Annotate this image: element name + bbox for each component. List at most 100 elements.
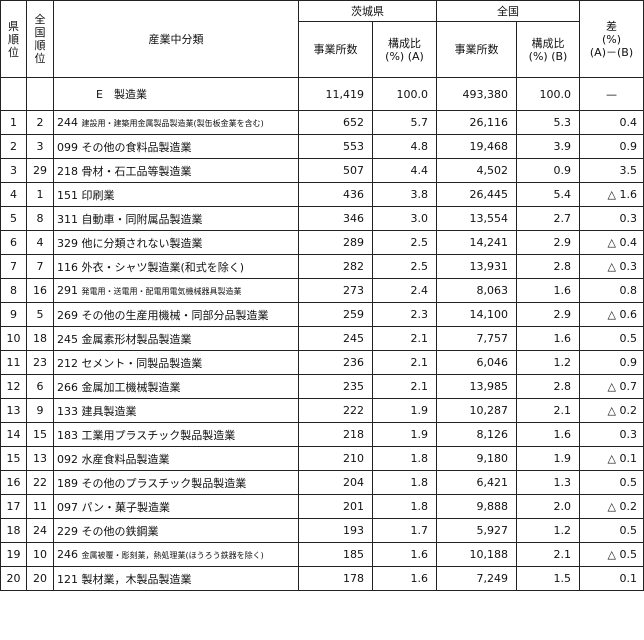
total-national-rank	[26, 77, 54, 111]
difference-cell: 0.9	[579, 134, 644, 159]
pref-rank-cell: 1	[0, 110, 27, 135]
category-header: 産業中分類	[53, 0, 299, 78]
ibaraki-ratio-cell: 1.9	[372, 398, 437, 423]
ibaraki-count-cell: 652	[298, 110, 373, 135]
ibaraki-count-cell: 289	[298, 230, 373, 255]
table-row: 10 18 245 金属素形材製品製造業 245 2.1 7,757 1.6 0.5	[0, 326, 644, 351]
national-count-cell: 8,126	[436, 422, 517, 447]
pref-rank-cell: 4	[0, 182, 27, 207]
national-rank-cell: 9	[26, 398, 54, 423]
pref-rank-cell: 13	[0, 398, 27, 423]
category-name: その他の生産用機械・同部分品製造業	[81, 308, 269, 322]
category-cell: 097 パン・菓子製造業	[53, 494, 299, 519]
pref-rank-cell: 5	[0, 206, 27, 231]
pref-rank-cell: 11	[0, 350, 27, 375]
manufacturing-ranking-table: 県順位 全国順位 産業中分類 茨城県 全国 差 (%) (A)－(B) 事業所数 構…	[0, 0, 644, 591]
table-row: 13 9 133 建具製造業 222 1.9 10,287 2.1 △ 0.2	[0, 398, 644, 423]
ibaraki-count-cell: 245	[298, 326, 373, 351]
ibaraki-ratio-cell: 5.7	[372, 110, 437, 135]
ibaraki-count-cell: 218	[298, 422, 373, 447]
table-row: 6 4 329 他に分類されない製造業 289 2.5 14,241 2.9 △ 0.4	[0, 230, 644, 255]
table-row: 11 23 212 セメント・同製品製造業 236 2.1 6,046 1.2 0.9	[0, 350, 644, 375]
national-count-cell: 14,100	[436, 302, 517, 327]
difference-cell: 0.5	[579, 326, 644, 351]
category-code: 097	[57, 500, 78, 514]
ibaraki-ratio-cell: 3.8	[372, 182, 437, 207]
ibaraki-ratio-cell: 4.4	[372, 158, 437, 183]
difference-cell: 0.4	[579, 110, 644, 135]
table-row: 1 2 244 建設用・建築用金属製品製造業(製缶板金業を含む) 652 5.7 26,1…	[0, 110, 644, 135]
pref-rank-cell: 6	[0, 230, 27, 255]
header-row-1: 県順位 全国順位 産業中分類 茨城県 全国 差 (%) (A)－(B)	[0, 0, 644, 78]
total-difference: —	[579, 77, 644, 111]
category-name: 建設用・建築用金属製品製造業(製缶板金業を含む)	[81, 119, 264, 128]
ibaraki-count-cell: 193	[298, 518, 373, 543]
national-count-cell: 26,445	[436, 182, 517, 207]
national-rank-cell: 29	[26, 158, 54, 183]
category-code: 266	[57, 380, 78, 394]
national-count-cell: 19,468	[436, 134, 517, 159]
ibaraki-header: 茨城県	[298, 0, 437, 22]
difference-cell: △ 0.1	[579, 446, 644, 471]
difference-cell: 0.1	[579, 566, 644, 591]
difference-cell: △ 0.5	[579, 542, 644, 567]
ibaraki-count-cell: 507	[298, 158, 373, 183]
national-rank-cell: 2	[26, 110, 54, 135]
pref-rank-cell: 8	[0, 278, 27, 303]
category-name: 製材業，木製品製造業	[81, 572, 192, 586]
pref-rank-cell: 14	[0, 422, 27, 447]
table-row: 18 24 229 その他の鉄鋼業 193 1.7 5,927 1.2 0.5	[0, 518, 644, 543]
category-code: 218	[57, 164, 78, 178]
category-code: 189	[57, 476, 78, 490]
national-ratio-cell: 2.8	[516, 374, 580, 399]
ibaraki-count-cell: 553	[298, 134, 373, 159]
category-code: 329	[57, 236, 78, 250]
pref-rank-cell: 7	[0, 254, 27, 279]
category-name: 外衣・シャツ製造業(和式を除く)	[81, 260, 245, 274]
difference-cell: 0.5	[579, 518, 644, 543]
total-ibaraki-ratio: 100.0	[372, 77, 437, 111]
total-category: E 製造業	[53, 77, 299, 111]
category-name: セメント・同製品製造業	[81, 356, 203, 370]
category-cell: 291 発電用・送電用・配電用電気機械器具製造業	[53, 278, 299, 303]
difference-cell: 0.9	[579, 350, 644, 375]
national-ratio-cell: 2.8	[516, 254, 580, 279]
category-code: 245	[57, 332, 78, 346]
category-cell: 116 外衣・シャツ製造業(和式を除く)	[53, 254, 299, 279]
ibaraki-ratio-cell: 1.6	[372, 566, 437, 591]
national-ratio-cell: 1.5	[516, 566, 580, 591]
national-rank-cell: 24	[26, 518, 54, 543]
national-ratio-cell: 3.9	[516, 134, 580, 159]
category-name: 骨材・石工品等製造業	[81, 164, 192, 178]
ibaraki-count-cell: 201	[298, 494, 373, 519]
pref-rank-header: 県順位	[0, 0, 27, 78]
table-row: 14 15 183 工業用プラスチック製品製造業 218 1.9 8,126 1.6 0.3	[0, 422, 644, 447]
category-code: 229	[57, 524, 78, 538]
table-row: 12 6 266 金属加工機械製造業 235 2.1 13,985 2.8 △ 0.7	[0, 374, 644, 399]
national-rank-cell: 22	[26, 470, 54, 495]
national-ratio-cell: 2.9	[516, 302, 580, 327]
total-row: E 製造業 11,419 100.0 493,380 100.0 —	[0, 77, 644, 111]
pref-rank-cell: 16	[0, 470, 27, 495]
difference-cell: △ 1.6	[579, 182, 644, 207]
national-ratio-header: 構成比 (%) (B)	[516, 21, 580, 78]
national-count-cell: 13,931	[436, 254, 517, 279]
ibaraki-ratio-cell: 2.4	[372, 278, 437, 303]
ibaraki-count-cell: 235	[298, 374, 373, 399]
category-code: 212	[57, 356, 78, 370]
category-code: 116	[57, 260, 78, 274]
category-name: その他の鉄鋼業	[81, 524, 159, 538]
ibaraki-count-cell: 204	[298, 470, 373, 495]
difference-cell: △ 0.2	[579, 398, 644, 423]
category-name: 自動車・同附属品製造業	[81, 212, 203, 226]
category-cell: 099 その他の食料品製造業	[53, 134, 299, 159]
difference-cell: △ 0.3	[579, 254, 644, 279]
national-ratio-cell: 1.6	[516, 278, 580, 303]
category-name: その他のプラスチック製品製造業	[81, 476, 247, 490]
category-name: その他の食料品製造業	[81, 140, 192, 154]
table-row: 20 20 121 製材業，木製品製造業 178 1.6 7,249 1.5 0.1	[0, 566, 644, 591]
national-ratio-cell: 2.1	[516, 398, 580, 423]
ranking-table-container: 県順位 全国順位 産業中分類 茨城県 全国 差 (%) (A)－(B) 事業所数 構…	[0, 0, 644, 591]
pref-rank-cell: 17	[0, 494, 27, 519]
national-ratio-cell: 5.4	[516, 182, 580, 207]
